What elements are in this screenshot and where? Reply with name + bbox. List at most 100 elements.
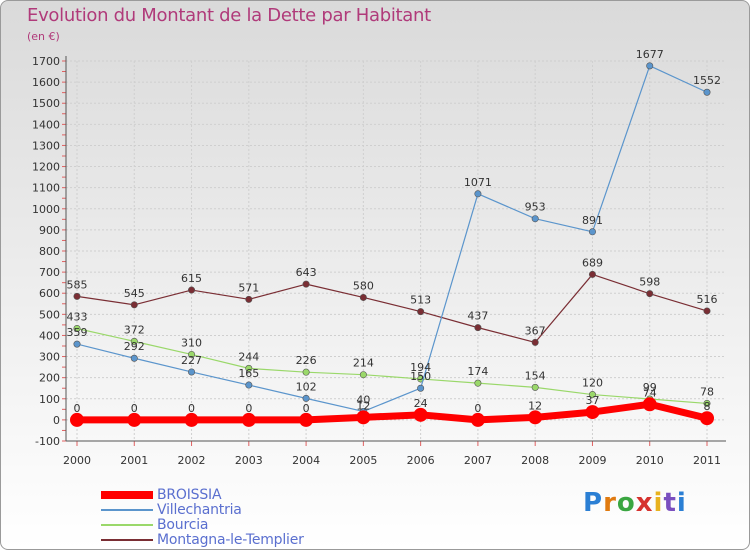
chart-legend: BROISSIA Villechantria Bourcia Montagna-… (101, 486, 304, 548)
y-tick-label: -100 (35, 435, 60, 448)
data-point-0 (413, 407, 428, 422)
x-tick-label: 2006 (407, 454, 435, 467)
x-tick-label: 2003 (235, 454, 263, 467)
data-label-1: 953 (525, 201, 546, 214)
x-tick-label: 2005 (349, 454, 377, 467)
data-point-0 (127, 412, 142, 427)
data-label-2: 244 (238, 350, 259, 363)
data-point-0 (700, 411, 714, 426)
data-point-3 (588, 270, 596, 278)
legend-item-bourcia: Bourcia (101, 516, 304, 533)
data-point-0 (299, 412, 314, 427)
data-label-3: 545 (124, 287, 145, 300)
data-point-1 (188, 368, 196, 376)
data-label-0: 24 (414, 397, 428, 410)
data-label-0: 0 (245, 402, 252, 415)
logo-letter: P (583, 488, 604, 518)
data-point-2 (245, 364, 253, 372)
x-tick-label: 2010 (636, 454, 664, 467)
data-label-1: 1071 (464, 176, 492, 189)
x-tick-label: 2004 (292, 454, 320, 467)
y-tick-label: 0 (53, 414, 60, 427)
x-tick-label: 2002 (178, 454, 206, 467)
data-label-0: 0 (474, 402, 481, 415)
y-tick-label: 400 (39, 329, 60, 342)
data-label-3: 516 (697, 293, 718, 306)
data-label-0: 0 (303, 402, 310, 415)
y-tick-label: 700 (39, 266, 60, 279)
data-label-2: 226 (296, 354, 317, 367)
y-tick-label: 600 (39, 287, 60, 300)
chart-title: Evolution du Montant de la Dette par Hab… (27, 5, 431, 26)
data-label-1: 1552 (693, 74, 721, 87)
legend-item-villechantria: Villechantria (101, 502, 304, 518)
data-label-1: 150 (410, 370, 431, 383)
data-point-1 (588, 228, 596, 236)
data-label-2: 310 (181, 336, 202, 349)
series-line-2 (76, 327, 708, 405)
data-point-3 (188, 286, 196, 294)
y-tick-label: 1600 (32, 76, 60, 89)
data-label-1: 891 (582, 214, 603, 227)
data-label-1: 359 (67, 326, 88, 339)
logo-letter: r (603, 488, 617, 518)
data-label-1: 165 (238, 367, 259, 380)
proxiti-logo: Proxiti (583, 488, 687, 518)
y-tick-label: 500 (39, 308, 60, 321)
series-line-0 (77, 400, 708, 424)
legend-label-bourcia: Bourcia (157, 516, 209, 533)
data-point-2 (474, 379, 482, 387)
data-label-2: 372 (124, 323, 145, 336)
y-tick-label: 1000 (32, 203, 60, 216)
data-label-0: 0 (131, 402, 138, 415)
data-point-1 (130, 354, 138, 362)
data-point-2 (130, 337, 138, 345)
data-label-0: 8 (704, 400, 711, 413)
data-point-0 (642, 397, 657, 412)
data-point-2 (703, 399, 711, 407)
data-point-0 (585, 405, 600, 420)
logo-letter: i (653, 488, 664, 518)
data-point-3 (245, 295, 253, 303)
y-tick-label: 1700 (32, 55, 60, 68)
y-tick-label: 1200 (32, 161, 60, 174)
data-point-3 (302, 280, 310, 288)
x-tick-label: 2001 (120, 454, 148, 467)
data-label-3: 513 (410, 294, 431, 307)
series-line-3 (76, 273, 708, 344)
data-point-1 (531, 215, 539, 223)
data-label-2: 154 (525, 369, 546, 382)
data-point-1 (302, 394, 310, 402)
y-tick-label: 1100 (32, 182, 60, 195)
y-tick-label: 200 (39, 372, 60, 385)
logo-letter: i (676, 488, 687, 518)
data-point-2 (73, 324, 81, 332)
data-label-2: 194 (410, 361, 431, 374)
data-label-0: 74 (643, 386, 657, 399)
data-point-1 (73, 340, 81, 348)
data-label-1: 102 (296, 380, 317, 393)
data-point-1 (646, 62, 654, 70)
data-label-2: 433 (67, 310, 88, 323)
data-label-1: 227 (181, 354, 202, 367)
legend-swatch-broissia (101, 490, 153, 499)
legend-swatch-bourcia (101, 523, 153, 526)
legend-swatch-villechantria (101, 508, 153, 511)
data-label-1: 1677 (636, 48, 664, 61)
logo-letter: x (635, 488, 654, 518)
x-tick-label: 2011 (693, 454, 721, 467)
data-point-3 (359, 293, 367, 301)
data-label-0: 37 (585, 394, 599, 407)
data-point-3 (531, 338, 539, 346)
data-label-3: 643 (296, 266, 317, 279)
data-point-3 (417, 308, 425, 316)
data-point-0 (528, 410, 543, 425)
legend-label-broissia: BROISSIA (157, 486, 222, 503)
data-point-2 (359, 371, 367, 379)
data-label-3: 615 (181, 272, 202, 285)
data-point-0 (70, 412, 84, 427)
data-point-3 (646, 290, 654, 298)
y-tick-label: 900 (39, 224, 60, 237)
